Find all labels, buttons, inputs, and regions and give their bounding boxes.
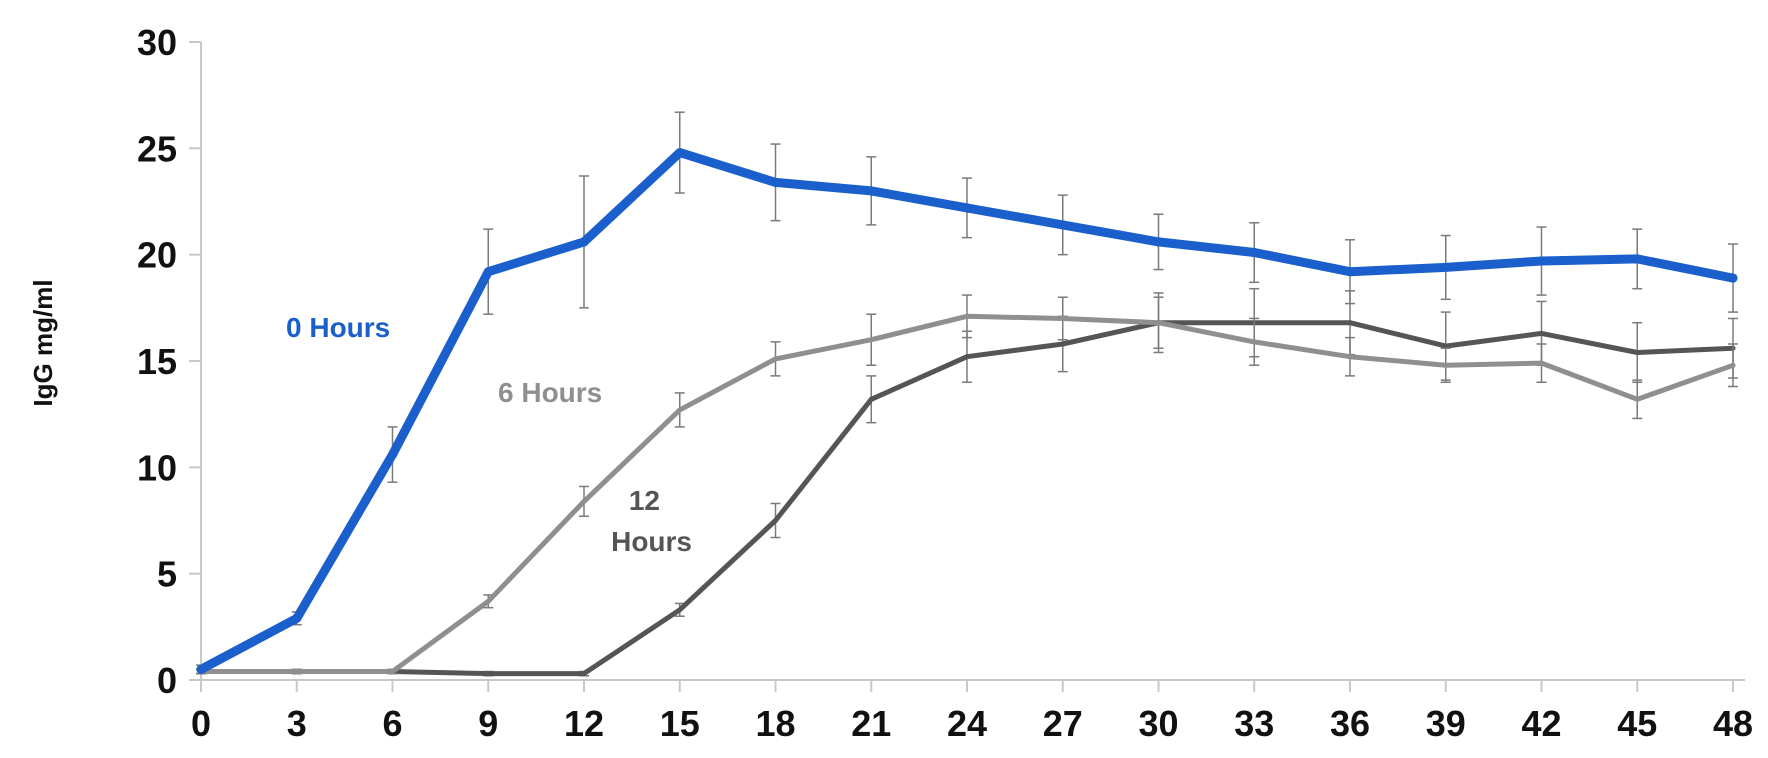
data-point [1443,362,1449,368]
data-point [866,186,876,196]
x-tick-label: 18 [755,703,795,744]
data-point [1347,354,1353,360]
data-point [196,664,206,674]
data-point [773,518,778,523]
data-point [1632,254,1642,264]
y-tick-label: 30 [137,22,177,63]
x-tick-label: 36 [1330,703,1370,744]
y-tick-label: 20 [137,235,177,276]
x-tick-label: 39 [1426,703,1466,744]
x-tick-label: 3 [287,703,307,744]
series-layer [196,111,1738,677]
series-6-hours [196,294,1738,675]
data-point [962,203,972,213]
y-tick-label: 25 [137,128,177,169]
data-point [579,237,589,247]
x-tick-label: 48 [1713,703,1753,744]
data-point [868,396,874,402]
data-point [1060,315,1066,321]
series-label-0-hours: 0 Hours [286,312,390,343]
data-point [1537,256,1546,266]
data-point [771,177,780,187]
data-point [1156,320,1161,326]
y-tick-label: 0 [157,660,177,701]
x-tick-label: 0 [191,703,211,744]
y-axis-title: IgG mg/ml [28,279,58,406]
x-tick-label: 9 [478,703,498,744]
data-point [390,668,395,674]
data-point [677,607,683,613]
data-point [292,613,302,623]
data-point [294,668,300,674]
x-tick-label: 30 [1138,703,1178,744]
data-point [773,356,778,362]
data-point [677,407,683,413]
data-point [868,337,874,343]
x-tick-label: 15 [660,703,700,744]
data-point [675,148,685,158]
data-point [1154,237,1163,247]
data-point [1539,360,1544,366]
data-point [1060,341,1066,347]
y-tick-label: 10 [137,447,177,488]
data-point [1347,320,1353,326]
data-point [1728,273,1738,283]
series-0-hours [196,111,1738,675]
data-point [1539,330,1544,336]
data-point [1441,262,1451,272]
data-point [388,450,397,460]
x-tick-label: 42 [1521,703,1561,744]
data-point [1634,396,1640,402]
data-point [1345,267,1355,277]
x-tick-label: 21 [851,703,891,744]
data-point [1251,339,1257,345]
data-point [581,498,587,504]
x-tick-label: 27 [1043,703,1083,744]
data-point [1634,349,1640,355]
data-point [1730,362,1736,368]
x-tick-label: 33 [1234,703,1274,744]
data-point [964,354,970,360]
x-tick-label: 6 [382,703,402,744]
series-12-hours [196,287,1738,677]
series-label-12-hours-line2: Hours [611,526,692,557]
x-tick-label: 45 [1617,703,1657,744]
x-tick-label: 24 [947,703,987,744]
data-point [485,598,491,604]
x-tick-label: 12 [564,703,604,744]
data-point [1249,248,1259,258]
series-label-6-hours: 6 Hours [498,377,602,408]
series-label-12-hours-line1: 12 [629,485,660,516]
data-point [483,267,493,277]
y-tick-label: 15 [137,341,177,382]
y-tick-label: 5 [157,554,177,595]
data-point [581,671,587,677]
data-point [964,313,970,319]
data-point [485,671,491,677]
data-point [1443,343,1449,349]
data-point [1058,220,1068,230]
